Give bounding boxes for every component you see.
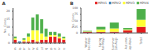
svg-text:10: 10 <box>6 25 10 30</box>
svg-text:0: 0 <box>76 31 78 35</box>
svg-text:HPIV3: HPIV3 <box>126 1 135 5</box>
svg-text:Oct: Oct <box>53 47 57 50</box>
svg-text:A: A <box>2 1 6 6</box>
svg-text:Nov: Nov <box>57 47 61 50</box>
svg-text:0: 0 <box>8 41 10 45</box>
svg-text:Jul: Jul <box>40 47 44 50</box>
svg-text:75: 75 <box>74 12 78 17</box>
svg-text:No. Cases: No. Cases <box>71 13 75 28</box>
svg-text:Apr: Apr <box>27 47 31 50</box>
svg-text:Mar: Mar <box>22 47 26 50</box>
svg-text:Sep: Sep <box>49 47 53 50</box>
svg-text:Total: Total <box>139 37 143 45</box>
svg-text:Jan: Jan <box>13 47 17 50</box>
svg-text:Autumn(Sep-Nov): Autumn(Sep-Nov) <box>124 37 131 50</box>
svg-text:Winter(Dec-Feb): Winter(Dec-Feb) <box>84 37 91 50</box>
svg-text:25: 25 <box>74 24 78 29</box>
svg-text:HPIV2: HPIV2 <box>112 1 121 5</box>
svg-text:Jun: Jun <box>35 47 39 50</box>
svg-text:20: 20 <box>6 9 10 13</box>
svg-text:100: 100 <box>72 6 78 10</box>
svg-text:HPIV4: HPIV4 <box>140 1 149 5</box>
svg-text:50: 50 <box>74 18 78 23</box>
svg-text:Feb: Feb <box>18 47 22 50</box>
svg-text:May: May <box>31 47 35 50</box>
svg-text:Dec: Dec <box>62 47 66 50</box>
svg-text:Aug: Aug <box>44 47 48 50</box>
svg-text:Summer(Jun-Aug): Summer(Jun-Aug) <box>111 37 118 50</box>
svg-text:HPIV1: HPIV1 <box>98 1 107 5</box>
svg-text:No. Cases: No. Cases <box>3 18 7 33</box>
svg-text:Spring(Mar-May): Spring(Mar-May) <box>98 37 105 50</box>
svg-text:5: 5 <box>8 33 10 37</box>
svg-text:15: 15 <box>6 17 10 22</box>
svg-text:B: B <box>70 1 74 6</box>
